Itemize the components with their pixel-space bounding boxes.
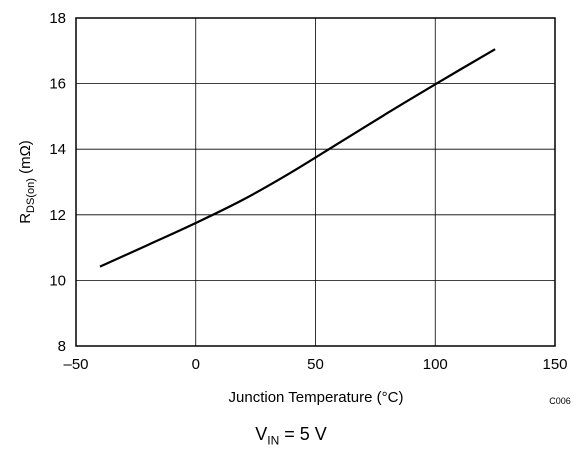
- y-tick-label: 14: [49, 141, 66, 158]
- y-tick-label: 10: [49, 272, 66, 289]
- y-tick-label: 18: [49, 10, 66, 27]
- x-tick-label: 50: [307, 356, 324, 373]
- grid-lines: [76, 18, 555, 346]
- x-axis-label: Junction Temperature (°C): [229, 389, 404, 406]
- y-tick-label: 8: [58, 338, 66, 355]
- x-tick-label: 150: [542, 356, 567, 373]
- y-tick-label: 16: [49, 76, 66, 93]
- y-axis-label: RDS(on) (mΩ): [17, 140, 37, 224]
- plot-frame: [75, 17, 556, 347]
- condition-sub: IN: [267, 433, 280, 448]
- figure-code: C006: [549, 396, 571, 406]
- condition-main: V: [255, 424, 268, 444]
- x-tick-label: 100: [423, 356, 448, 373]
- x-tick-labels: –50 0 50 100 150: [63, 356, 567, 373]
- y-tick-label: 12: [49, 207, 66, 224]
- x-tick-label: –50: [63, 356, 88, 373]
- condition-rest: = 5 V: [279, 424, 327, 444]
- series-group: [99, 48, 496, 268]
- test-condition: VIN = 5 V: [0, 424, 582, 448]
- y-tick-labels: 8 10 12 14 16 18: [49, 10, 66, 355]
- series-line: [99, 48, 496, 268]
- x-tick-label: 0: [192, 356, 200, 373]
